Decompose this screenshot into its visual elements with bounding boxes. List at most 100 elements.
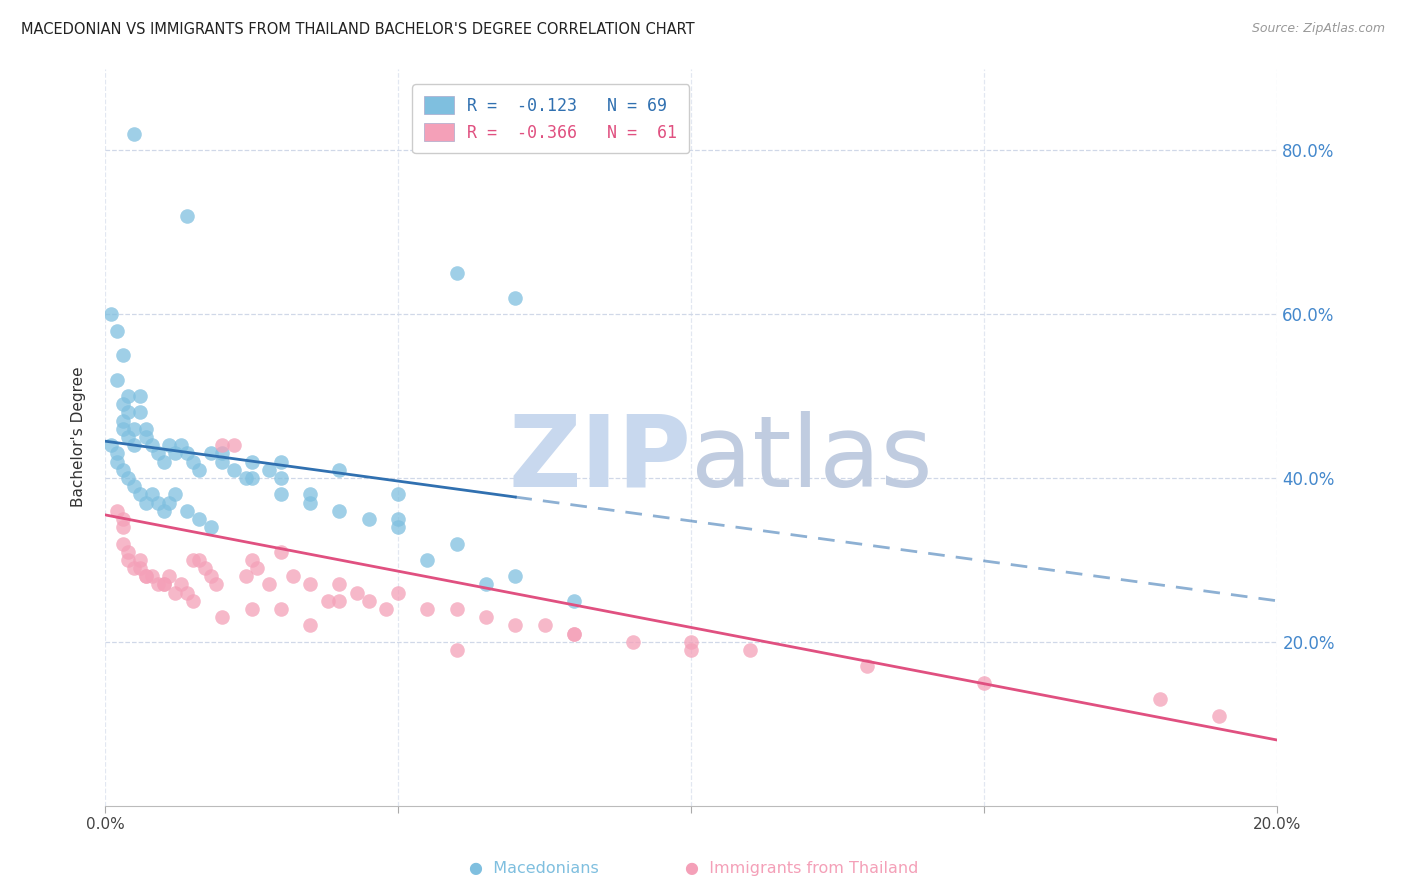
Point xyxy=(111,520,134,534)
Point xyxy=(111,348,134,362)
Point xyxy=(117,545,139,559)
Point xyxy=(346,585,368,599)
Point xyxy=(152,455,174,469)
Point xyxy=(117,405,139,419)
Point xyxy=(446,536,468,550)
Point xyxy=(135,422,157,436)
Point xyxy=(316,594,339,608)
Legend: R =  -0.123   N = 69, R =  -0.366   N =  61: R = -0.123 N = 69, R = -0.366 N = 61 xyxy=(412,84,689,153)
Point xyxy=(416,602,439,616)
Text: Source: ZipAtlas.com: Source: ZipAtlas.com xyxy=(1251,22,1385,36)
Point xyxy=(375,602,398,616)
Point xyxy=(387,520,409,534)
Point xyxy=(299,495,322,509)
Point xyxy=(200,520,222,534)
Point xyxy=(211,438,233,452)
Point xyxy=(299,487,322,501)
Point xyxy=(211,446,233,460)
Point xyxy=(240,471,263,485)
Point xyxy=(124,561,146,575)
Text: atlas: atlas xyxy=(692,410,932,508)
Point xyxy=(328,577,350,591)
Point xyxy=(257,577,280,591)
Point xyxy=(270,487,292,501)
Point xyxy=(141,438,163,452)
Point xyxy=(129,405,152,419)
Point xyxy=(165,487,187,501)
Point xyxy=(124,422,146,436)
Point xyxy=(505,291,527,305)
Point xyxy=(135,430,157,444)
Point xyxy=(205,577,228,591)
Point xyxy=(176,585,198,599)
Point xyxy=(176,504,198,518)
Point xyxy=(235,471,257,485)
Point xyxy=(562,626,585,640)
Point xyxy=(146,577,169,591)
Point xyxy=(562,626,585,640)
Point xyxy=(170,438,193,452)
Point xyxy=(159,569,181,583)
Point xyxy=(146,495,169,509)
Point xyxy=(181,553,204,567)
Point xyxy=(135,495,157,509)
Point xyxy=(105,455,128,469)
Point xyxy=(165,446,187,460)
Point xyxy=(105,324,128,338)
Point xyxy=(159,438,181,452)
Point xyxy=(135,569,157,583)
Point xyxy=(240,602,263,616)
Point xyxy=(187,512,209,526)
Point xyxy=(681,635,703,649)
Point xyxy=(281,569,304,583)
Point xyxy=(100,438,122,452)
Point xyxy=(159,495,181,509)
Point xyxy=(129,561,152,575)
Point xyxy=(328,594,350,608)
Point xyxy=(328,463,350,477)
Point xyxy=(117,389,139,403)
Point xyxy=(446,643,468,657)
Point xyxy=(187,553,209,567)
Point xyxy=(124,438,146,452)
Point xyxy=(387,585,409,599)
Point xyxy=(240,455,263,469)
Text: MACEDONIAN VS IMMIGRANTS FROM THAILAND BACHELOR'S DEGREE CORRELATION CHART: MACEDONIAN VS IMMIGRANTS FROM THAILAND B… xyxy=(21,22,695,37)
Point xyxy=(270,455,292,469)
Point xyxy=(681,643,703,657)
Point xyxy=(299,577,322,591)
Point xyxy=(152,577,174,591)
Point xyxy=(111,422,134,436)
Point xyxy=(416,553,439,567)
Point xyxy=(200,446,222,460)
Point xyxy=(105,373,128,387)
Point xyxy=(152,504,174,518)
Point xyxy=(257,463,280,477)
Point xyxy=(135,569,157,583)
Point xyxy=(129,487,152,501)
Point xyxy=(129,389,152,403)
Point xyxy=(105,504,128,518)
Point xyxy=(176,446,198,460)
Point xyxy=(562,594,585,608)
Point xyxy=(181,594,204,608)
Point xyxy=(111,414,134,428)
Point xyxy=(357,512,380,526)
Point xyxy=(621,635,644,649)
Point xyxy=(357,594,380,608)
Point xyxy=(111,397,134,411)
Point xyxy=(181,455,204,469)
Point xyxy=(117,553,139,567)
Point xyxy=(170,577,193,591)
Point xyxy=(165,585,187,599)
Point xyxy=(446,602,468,616)
Point xyxy=(270,471,292,485)
Point xyxy=(222,463,245,477)
Point xyxy=(111,512,134,526)
Point xyxy=(1208,708,1230,723)
Point xyxy=(111,463,134,477)
Text: ZIP: ZIP xyxy=(509,410,692,508)
Point xyxy=(176,209,198,223)
Point xyxy=(141,487,163,501)
Point xyxy=(235,569,257,583)
